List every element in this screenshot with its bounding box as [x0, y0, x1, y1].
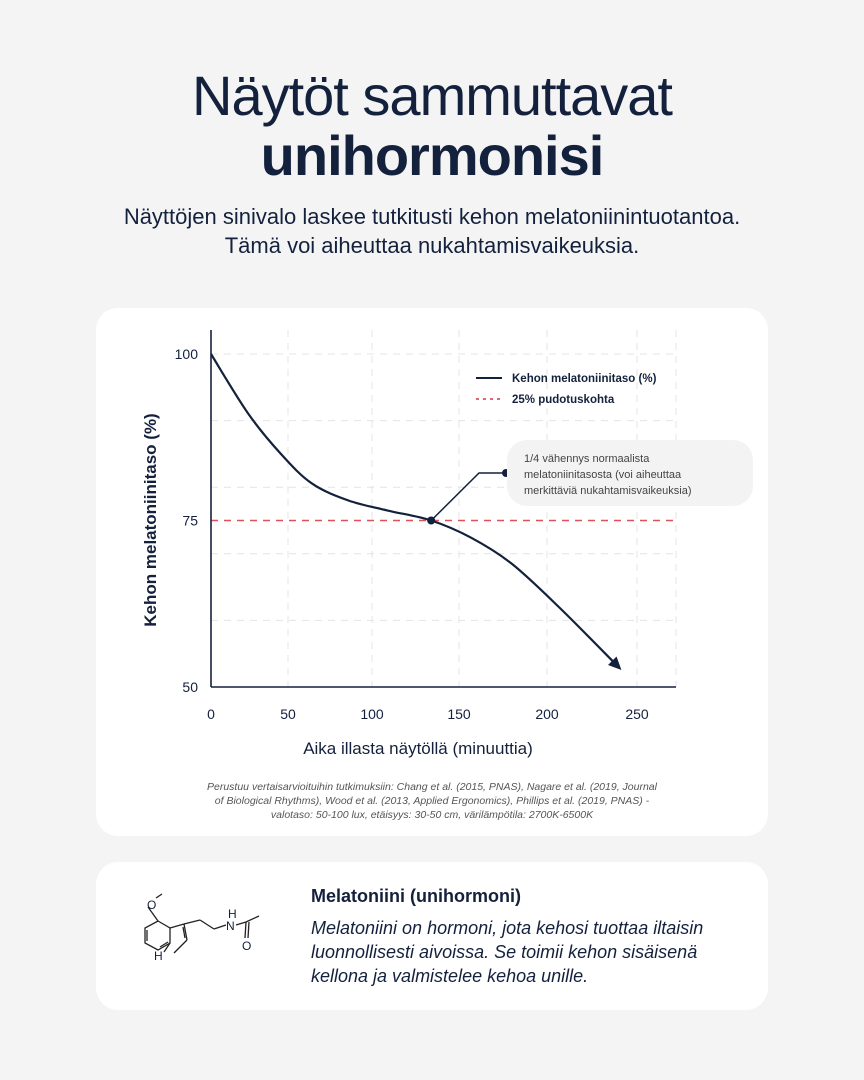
x-tick-label: 250 [625, 706, 649, 722]
annotation-line-2: melatoniinitasosta (voi aiheuttaa [524, 469, 682, 481]
x-tick-label: 100 [360, 706, 384, 722]
y-axis-label: Kehon melatoniinitaso (%) [141, 413, 160, 626]
info-text: Melatoniini on hormoni, jota kehosi tuot… [311, 918, 704, 986]
legend-label-reference: 25% pudotuskohta [512, 394, 615, 406]
svg-text:O: O [242, 939, 251, 953]
subtitle: Näyttöjen sinivalo laskee tutkitusti keh… [0, 202, 864, 260]
annotation-bubble: 1/4 vähennys normaalista melatoniinitaso… [507, 440, 753, 506]
subtitle-line-2: Tämä voi aiheuttaa nukahtamisvaikeuksia. [224, 233, 640, 258]
y-tick-label: 100 [175, 346, 199, 362]
x-tick-label: 150 [447, 706, 471, 722]
info-card: O N H H O Melatoniini (unihormoni) Melat… [96, 862, 768, 1010]
x-tick-label: 50 [280, 706, 296, 722]
title-line-2: unihormonisi [260, 124, 605, 187]
annotation-connector [430, 472, 506, 522]
svg-text:H: H [228, 907, 237, 921]
y-tick-label: 50 [182, 679, 198, 695]
info-title: Melatoniini (unihormoni) [311, 886, 521, 906]
svg-text:O: O [147, 898, 156, 912]
svg-text:H: H [154, 949, 163, 963]
title-line-1: Näytöt sammuttavat [192, 64, 673, 127]
annotation-line-1: 1/4 vähennys normaalista [524, 453, 650, 465]
melatonin-molecule-icon: O N H H O [144, 893, 260, 963]
arrow-head [608, 656, 622, 670]
annotation-line-3: merkittäviä nukahtamisvaikeuksia) [524, 485, 692, 497]
page-title: Näytöt sammuttavat unihormonisi [0, 66, 864, 186]
svg-text:N: N [226, 919, 235, 933]
legend-label-series: Kehon melatoniinitaso (%) [512, 373, 657, 385]
footnote-line-1: Perustuu vertaisarvioituihin tutkimuksii… [207, 781, 657, 793]
footnote: Perustuu vertaisarvioituihin tutkimuksii… [156, 780, 708, 822]
x-tick-label: 0 [207, 706, 215, 722]
y-tick-label: 75 [182, 513, 198, 529]
annotation-point [427, 516, 436, 525]
footnote-line-3: valotaso: 50-100 lux, etäisyys: 30-50 cm… [270, 809, 594, 821]
x-tick-label: 200 [535, 706, 559, 722]
subtitle-line-1: Näyttöjen sinivalo laskee tutkitusti keh… [123, 204, 741, 229]
x-axis-label: Aika illasta näytöllä (minuuttia) [303, 739, 533, 758]
footnote-line-2: of Biological Rhythms), Wood et al. (201… [214, 795, 650, 807]
melatonin-chart: 0 50 100 150 200 250 50 75 100 Kehon melatoniini… [141, 330, 677, 758]
chart-card: 0 50 100 150 200 250 50 75 100 Kehon melatoniini… [96, 308, 768, 836]
series-line [210, 353, 618, 667]
